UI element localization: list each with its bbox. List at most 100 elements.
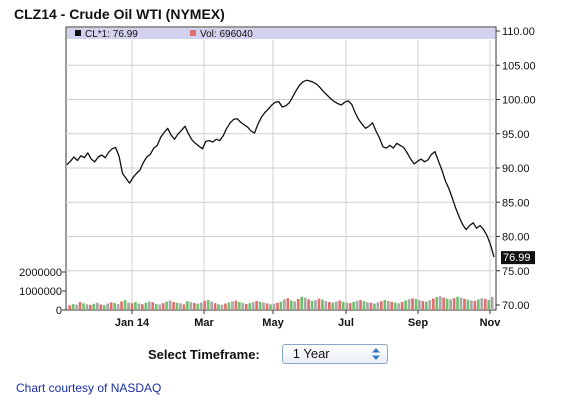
volume-bar (199, 302, 203, 310)
volume-bar (116, 304, 120, 310)
volume-bar (348, 303, 352, 310)
legend-swatch-volume (190, 30, 196, 36)
volume-bar (82, 303, 85, 310)
volume-bar (300, 296, 304, 310)
volume-bar (473, 300, 477, 310)
volume-bar (324, 301, 328, 310)
volume-bar (279, 301, 283, 310)
volume-bar (331, 302, 335, 310)
volume-bar (276, 302, 279, 310)
price-line (66, 79, 495, 258)
volume-bar (466, 299, 470, 310)
volume-bar (376, 302, 380, 310)
volume-bar (172, 302, 175, 310)
volume-bar (192, 302, 196, 310)
volume-bar (147, 301, 151, 310)
volume-bar (407, 299, 411, 310)
volume-bar (483, 298, 487, 310)
volume-bar (386, 300, 390, 310)
volume-bar (231, 301, 234, 310)
volume-bar (369, 302, 373, 310)
volume-bar (452, 298, 456, 310)
volume-bar (307, 299, 310, 310)
volume-bar (213, 303, 217, 310)
volume-bar (404, 300, 407, 310)
volume-bar (234, 300, 238, 310)
volume-bar (480, 298, 484, 310)
volume-bar (314, 300, 317, 310)
volume-bar (134, 302, 137, 310)
volume-bar (144, 302, 148, 310)
volume-bar (411, 298, 414, 310)
timeframe-value: 1 Year (292, 346, 330, 361)
x-tick-label: Jan 14 (115, 317, 150, 329)
volume-bar (442, 297, 446, 310)
x-tick-label: Jul (338, 317, 354, 329)
volume-bar (71, 304, 75, 310)
legend-swatch-price (75, 30, 81, 36)
price-tick-label: 105.00 (502, 60, 536, 72)
volume-bar (296, 298, 300, 310)
volume-bar (151, 302, 155, 310)
volume-bar (380, 301, 383, 310)
legend-volume: Vol: 696040 (200, 29, 253, 40)
volume-bar (286, 298, 290, 310)
volume-bar (470, 300, 473, 310)
volume-bar (241, 302, 245, 310)
volume-bar (130, 303, 134, 310)
volume-bar (182, 304, 186, 310)
volume-bar (251, 302, 255, 310)
volume-bar (75, 304, 78, 310)
volume-bar (463, 298, 466, 310)
volume-bar (476, 299, 480, 310)
volume-bar (317, 298, 321, 310)
volume-bar (397, 303, 400, 310)
timeframe-label: Select Timeframe: (148, 346, 260, 362)
volume-bar (168, 300, 172, 310)
volume-bar (102, 305, 106, 310)
volume-bar (203, 300, 207, 310)
volume-bar (383, 300, 387, 310)
volume-bar (210, 301, 213, 310)
volume-bar (390, 301, 394, 310)
volume-bar (206, 300, 210, 310)
price-chart: CLZ14 - Crude Oil WTI (NYMEX) CL*1: 76.9… (14, 6, 536, 329)
volume-bar (456, 296, 459, 310)
price-tick-label: 80.00 (502, 232, 530, 244)
volume-bar (248, 303, 252, 310)
volume-bar (99, 304, 103, 310)
volume-bar (179, 303, 182, 310)
volume-bar (161, 303, 165, 310)
price-tick-label: 75.00 (502, 266, 530, 278)
volume-bar (459, 297, 463, 310)
volume-bar (355, 300, 359, 310)
volume-tick-label: 1000000 (19, 286, 62, 298)
volume-bar (158, 304, 162, 310)
volume-bar (78, 302, 82, 310)
price-tick-label: 110.00 (502, 26, 535, 38)
timeframe-select[interactable]: 1 Year (281, 344, 388, 364)
volume-bar (255, 301, 258, 310)
updown-arrows-icon (371, 348, 380, 360)
volume-bar (352, 302, 355, 310)
chart-title: CLZ14 - Crude Oil WTI (NYMEX) (14, 6, 225, 22)
volume-bar (154, 303, 158, 310)
timeframe-control: Select Timeframe: 1 Year (148, 343, 388, 365)
volume-bar (366, 302, 369, 310)
volume-bar (265, 303, 269, 310)
volume-bar (68, 305, 71, 310)
volume-bar (227, 302, 231, 310)
volume-bar (400, 302, 404, 310)
volume-bar (189, 302, 193, 310)
volume-bar (449, 299, 452, 310)
volume-bar (341, 301, 345, 310)
last-value-label: 76.99 (503, 252, 531, 264)
volume-bar (362, 301, 366, 310)
volume-bar (303, 297, 307, 310)
price-tick-label: 90.00 (502, 163, 530, 175)
price-tick-label: 70.00 (502, 300, 530, 312)
volume-bar (238, 302, 241, 310)
volume-bar (106, 303, 110, 310)
volume-bar (113, 302, 116, 310)
x-tick-label: Nov (480, 317, 502, 329)
